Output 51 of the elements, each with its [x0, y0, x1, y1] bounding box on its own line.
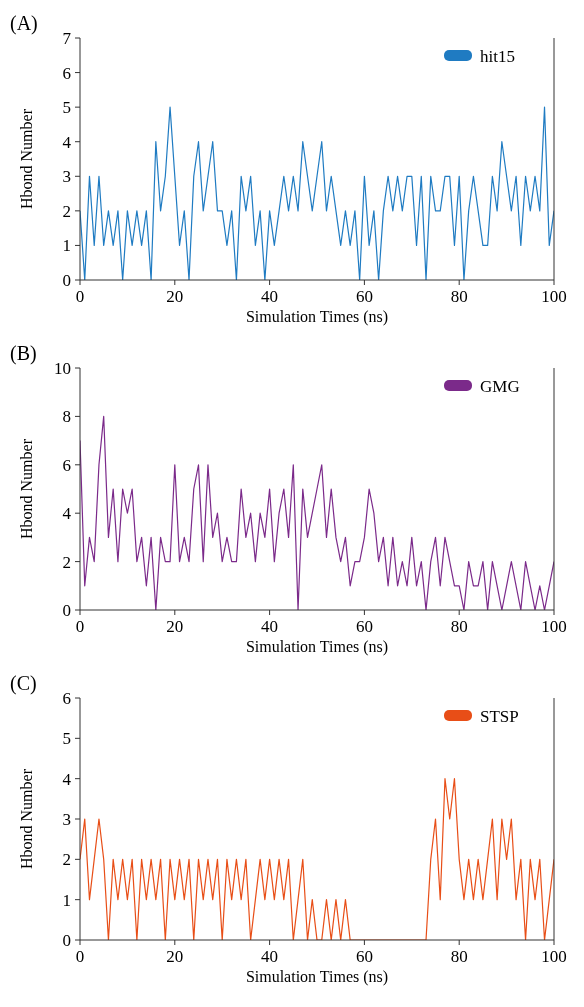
y-tick-label: 4	[62, 504, 72, 524]
chart-title: (B)	[10, 342, 37, 365]
y-tick-label: 6	[62, 455, 71, 475]
x-tick-label: 0	[75, 617, 85, 636]
y-tick-label: 7	[62, 28, 72, 48]
y-tick-label: 2	[62, 552, 71, 572]
x-tick-label: 20	[166, 287, 184, 306]
x-tick-label: 20	[166, 947, 184, 966]
y-tick-label: 1	[62, 890, 71, 910]
y-tick-label: 10	[54, 358, 71, 378]
x-tick-label: 80	[450, 287, 468, 306]
x-axis-title: Simulation Times (ns)	[245, 308, 389, 326]
y-tick-label: 5	[62, 98, 71, 118]
y-tick-label: 0	[62, 930, 71, 950]
y-tick-label: 5	[62, 729, 71, 749]
x-tick-label: 80	[450, 617, 468, 636]
y-tick-label: 6	[62, 63, 71, 83]
chart-title: (C)	[10, 672, 37, 695]
y-tick-label: 4	[62, 132, 72, 152]
x-tick-label: 60	[355, 287, 373, 306]
x-tick-label: 100	[541, 947, 567, 966]
y-tick-label: 0	[62, 600, 71, 620]
x-tick-label: 40	[261, 947, 279, 966]
y-tick-label: 0	[62, 270, 71, 290]
x-tick-label: 40	[261, 287, 279, 306]
y-axis-title: Hbond Number	[18, 768, 35, 869]
x-tick-label: 0	[75, 287, 85, 306]
y-tick-label: 3	[62, 167, 71, 187]
legend-label: STSP	[480, 706, 519, 726]
x-tick-label: 60	[355, 617, 373, 636]
y-tick-label: 1	[62, 236, 71, 256]
x-axis-title: Simulation Times (ns)	[245, 968, 389, 986]
x-tick-label: 100	[541, 617, 567, 636]
chart-title: (A)	[10, 12, 38, 35]
y-axis-title: Hbond Number	[18, 108, 35, 209]
x-tick-label: 80	[450, 947, 468, 966]
x-tick-label: 100	[541, 287, 567, 306]
x-tick-label: 0	[75, 947, 85, 966]
y-tick-label: 2	[62, 850, 71, 870]
legend-label: hit15	[480, 46, 515, 66]
x-tick-label: 60	[355, 947, 373, 966]
y-tick-label: 6	[62, 688, 71, 708]
y-tick-label: 4	[62, 769, 72, 789]
y-axis-title: Hbond Number	[18, 438, 35, 539]
x-axis-title: Simulation Times (ns)	[245, 638, 389, 656]
x-tick-label: 40	[261, 617, 279, 636]
y-tick-label: 2	[62, 201, 71, 221]
x-tick-label: 20	[166, 617, 184, 636]
y-tick-label: 3	[62, 809, 71, 829]
legend-label: GMG	[480, 376, 520, 396]
y-tick-label: 8	[62, 407, 71, 427]
